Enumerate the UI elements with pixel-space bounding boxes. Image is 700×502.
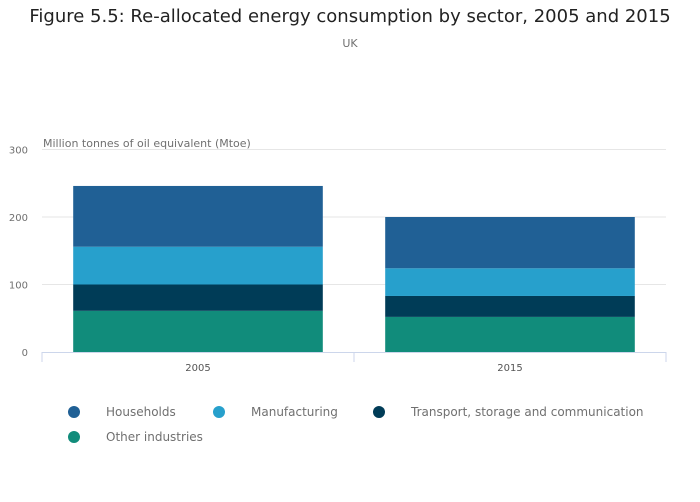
legend-item-manufacturing[interactable]: Manufacturing: [213, 405, 338, 419]
legend-label: Transport, storage and communication: [411, 405, 644, 419]
bar-segment-other-industries-2005[interactable]: [73, 310, 323, 352]
y-tick-label: 200: [9, 213, 28, 224]
legend-dot-icon: [213, 406, 225, 418]
chart-title: Figure 5.5: Re-allocated energy consumpt…: [29, 6, 671, 27]
legend-dot-icon: [68, 431, 80, 443]
bar-segment-manufacturing-2015[interactable]: [385, 268, 635, 296]
legend-label: Manufacturing: [251, 405, 338, 419]
bar-segment-households-2015[interactable]: [385, 217, 635, 269]
legend-label: Other industries: [106, 430, 203, 444]
x-tick-label: 2005: [185, 363, 210, 374]
legend-dot-icon: [373, 406, 385, 418]
legend-item-households[interactable]: Households: [68, 405, 176, 419]
legend-item-transport[interactable]: Transport, storage and communication: [373, 405, 644, 419]
bar-segment-transport-storage-and-communication-2015[interactable]: [385, 295, 635, 317]
y-tick-label: 100: [9, 281, 28, 292]
y-tick-label: 0: [22, 348, 28, 359]
legend-item-other-industries[interactable]: Other industries: [68, 430, 203, 444]
legend-label: Households: [106, 405, 176, 419]
stacked-bar-chart: 0 100 200 300 2005 2015 Million tonnes of oil…: [9, 137, 667, 374]
bar-segment-other-industries-2015[interactable]: [385, 316, 635, 352]
chart-subtitle: UK: [342, 37, 358, 50]
bar-segment-households-2005[interactable]: [73, 185, 323, 247]
bar-segment-manufacturing-2005[interactable]: [73, 246, 323, 285]
bar-segment-transport-storage-and-communication-2005[interactable]: [73, 284, 323, 311]
y-tick-label: 300: [9, 146, 28, 157]
x-tick-label: 2015: [497, 363, 522, 374]
legend-dot-icon: [68, 406, 80, 418]
y-axis-label: Million tonnes of oil equivalent (Mtoe): [43, 137, 251, 150]
